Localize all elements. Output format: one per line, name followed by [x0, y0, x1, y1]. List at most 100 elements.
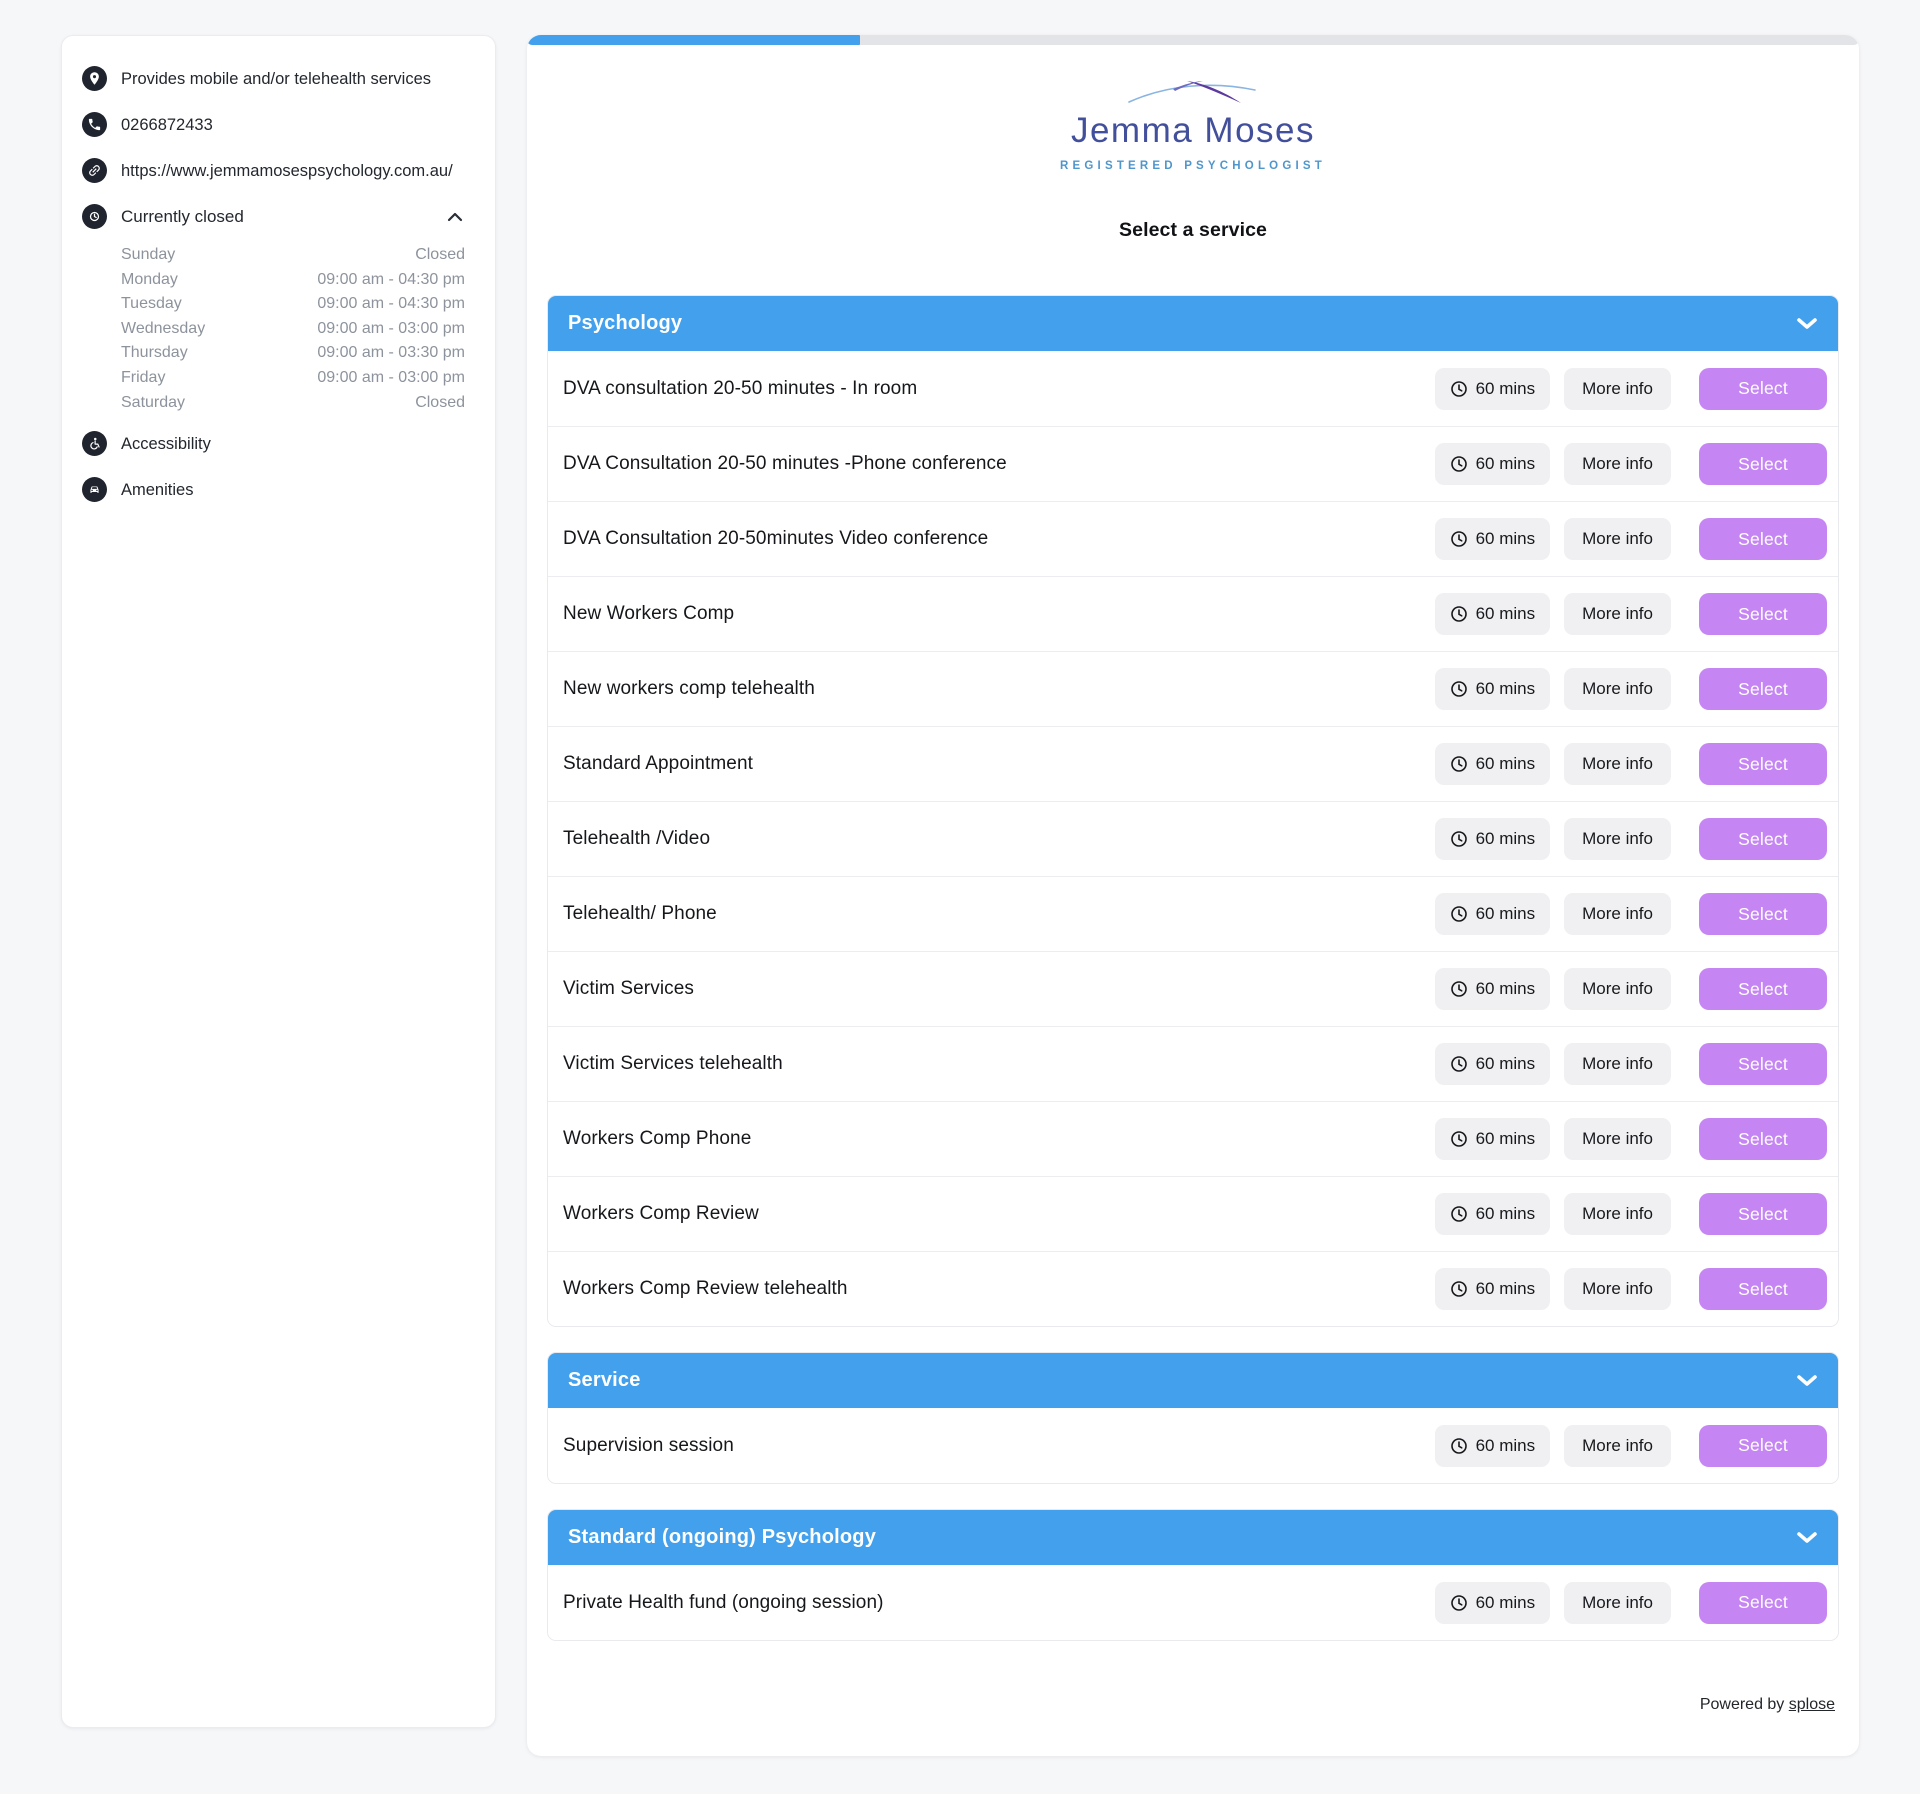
clock-icon [1450, 1437, 1467, 1454]
service-row-actions: 60 mins More info Select [1434, 1424, 1827, 1467]
more-info-button[interactable]: More info [1564, 893, 1671, 935]
booking-card: Jemma Moses REGISTERED PSYCHOLOGIST Sele… [527, 35, 1859, 1756]
service-row-actions: 60 mins More info Select [1434, 968, 1827, 1010]
accessibility-label: Accessibility [121, 435, 211, 454]
select-button[interactable]: Select [1699, 443, 1827, 485]
duration-badge: 60 mins [1434, 443, 1551, 485]
phone-icon [82, 112, 107, 137]
clock-icon [1450, 906, 1467, 922]
service-row: DVA Consultation 20-50minutes Video conf… [548, 501, 1838, 576]
service-name: Private Health fund (ongoing session) [563, 1591, 884, 1613]
more-info-button[interactable]: More info [1564, 518, 1671, 560]
website-row[interactable]: https://www.jemmamosespsychology.com.au/ [82, 158, 473, 183]
powered-by: Powered by splose [527, 1666, 1859, 1756]
duration-badge: 60 mins [1434, 893, 1551, 935]
section-header[interactable]: Service [548, 1353, 1838, 1408]
duration-label: 60 mins [1475, 904, 1536, 923]
select-button[interactable]: Select [1699, 818, 1827, 860]
more-info-button[interactable]: More info [1564, 1193, 1671, 1235]
duration-label: 60 mins [1475, 754, 1536, 773]
section-header[interactable]: Standard (ongoing) Psychology [548, 1510, 1838, 1565]
duration-badge: 60 mins [1434, 968, 1551, 1010]
service-name: DVA Consultation 20-50 minutes -Phone co… [563, 453, 1007, 474]
service-row: Victim Services 60 mins More info Select [548, 951, 1838, 1026]
accessibility-row[interactable]: Accessibility [82, 431, 473, 457]
service-name: DVA Consultation 20-50minutes Video conf… [563, 528, 989, 549]
clock-icon [1450, 606, 1467, 622]
service-row: Telehealth/ Phone 60 mins More info Sele… [548, 876, 1838, 951]
more-info-button[interactable]: More info [1564, 443, 1671, 485]
duration-label: 60 mins [1475, 1279, 1536, 1298]
more-info-button[interactable]: More info [1564, 1581, 1671, 1624]
more-info-button[interactable]: More info [1564, 968, 1671, 1010]
duration-label: 60 mins [1475, 1592, 1536, 1612]
select-button[interactable]: Select [1699, 1424, 1827, 1467]
service-row: Telehealth /Video 60 mins More info Sele… [548, 801, 1838, 876]
practice-name: Jemma Moses [1070, 111, 1316, 150]
clock-icon [82, 204, 107, 229]
service-row: New Workers Comp 60 mins More info Selec… [548, 576, 1838, 651]
service-row-actions: 60 mins More info Select [1434, 1268, 1827, 1310]
service-name: New workers comp telehealth [563, 678, 815, 699]
select-button[interactable]: Select [1699, 893, 1827, 935]
opening-hours-table: Sunday Closed Monday 09:00 am - 04:30 pm T… [121, 243, 465, 415]
more-info-button[interactable]: More info [1564, 1268, 1671, 1310]
business-info-card: Provides mobile and/or telehealth servic… [61, 35, 496, 1728]
service-row: Supervision session 60 mins More info Se… [548, 1408, 1838, 1483]
select-button[interactable]: Select [1699, 1268, 1827, 1310]
hours-row-sunday: Sunday Closed [121, 246, 465, 263]
phone-row[interactable]: 0266872433 [82, 112, 473, 137]
link-icon [82, 158, 107, 183]
duration-badge: 60 mins [1434, 1043, 1551, 1085]
phone-number[interactable]: 0266872433 [121, 116, 213, 134]
service-row-actions: 60 mins More info Select [1434, 518, 1827, 560]
opening-hours-toggle[interactable]: Currently closed [82, 204, 473, 229]
clock-icon [1450, 1131, 1467, 1147]
clock-icon [1450, 1281, 1467, 1297]
hours-row-tuesday: Tuesday 09:00 am - 04:30 pm [121, 295, 465, 313]
service-row: Workers Comp Phone 60 mins More info Sel… [548, 1101, 1838, 1176]
more-info-button[interactable]: More info [1564, 668, 1671, 710]
service-name: Standard Appointment [563, 753, 754, 774]
more-info-button[interactable]: More info [1564, 743, 1671, 785]
more-info-button[interactable]: More info [1564, 1118, 1671, 1160]
duration-badge: 60 mins [1434, 1193, 1551, 1235]
more-info-button[interactable]: More info [1564, 1043, 1671, 1085]
hours-row-saturday: Saturday Closed [121, 393, 465, 411]
amenities-row[interactable]: Amenities [82, 477, 473, 503]
section-header[interactable]: Psychology [548, 296, 1838, 351]
select-button[interactable]: Select [1699, 518, 1827, 560]
section-title: Standard (ongoing) Psychology [568, 1526, 877, 1548]
hours-row-friday: Friday 09:00 am - 03:00 pm [121, 368, 465, 386]
duration-label: 60 mins [1475, 378, 1536, 398]
select-button[interactable]: Select [1699, 1043, 1827, 1085]
more-info-button[interactable]: More info [1564, 1424, 1671, 1467]
duration-badge: 60 mins [1434, 818, 1551, 860]
select-button[interactable]: Select [1699, 968, 1827, 1010]
duration-label: 60 mins [1475, 679, 1536, 698]
select-button[interactable]: Select [1699, 1581, 1827, 1624]
select-button[interactable]: Select [1699, 668, 1827, 710]
service-row-actions: 60 mins More info Select [1434, 668, 1827, 710]
amenities-icon [82, 477, 107, 503]
accessibility-icon [82, 431, 107, 457]
service-section: Standard (ongoing) Psychology Private He… [547, 1509, 1839, 1641]
duration-badge: 60 mins [1434, 743, 1551, 785]
more-info-button[interactable]: More info [1564, 367, 1671, 410]
select-button[interactable]: Select [1699, 593, 1827, 635]
more-info-button[interactable]: More info [1564, 593, 1671, 635]
service-row: Workers Comp Review 60 mins More info Se… [548, 1176, 1838, 1251]
amenities-label: Amenities [121, 481, 194, 500]
progress-bar-fill [527, 35, 860, 45]
select-button[interactable]: Select [1699, 367, 1827, 410]
select-button[interactable]: Select [1699, 1118, 1827, 1160]
splose-link[interactable]: splose [1788, 1696, 1835, 1713]
more-info-button[interactable]: More info [1564, 818, 1671, 860]
clock-icon [1450, 456, 1467, 472]
clock-icon [1450, 756, 1467, 772]
website-url[interactable]: https://www.jemmamosespsychology.com.au/ [121, 162, 453, 180]
select-button[interactable]: Select [1699, 743, 1827, 785]
service-row-actions: 60 mins More info Select [1434, 443, 1827, 485]
duration-label: 60 mins [1475, 1054, 1536, 1073]
select-button[interactable]: Select [1699, 1193, 1827, 1235]
